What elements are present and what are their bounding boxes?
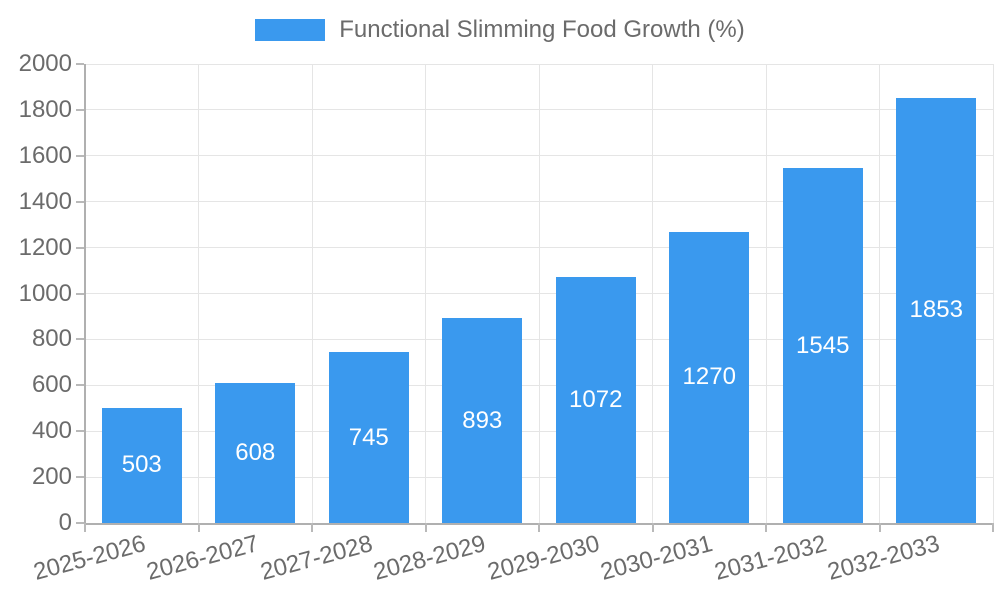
x-tick-mark xyxy=(424,523,427,532)
bar-value-label: 608 xyxy=(235,439,276,467)
y-axis-line xyxy=(84,64,86,523)
y-tick-label: 2000 xyxy=(18,50,72,77)
bar-value-label: 1072 xyxy=(569,385,623,413)
y-tick-label: 1800 xyxy=(18,95,72,123)
x-tick-label: 2030-2031 xyxy=(598,530,716,586)
x-tick-label: 2026-2027 xyxy=(144,530,262,586)
x-tick-mark xyxy=(878,523,881,532)
x-gridline xyxy=(311,64,313,523)
bar[interactable] xyxy=(555,276,636,523)
y-tick-label: 400 xyxy=(31,417,72,445)
x-gridline xyxy=(765,64,767,523)
bar-value-label: 893 xyxy=(462,406,503,434)
y-tick-label: 800 xyxy=(31,325,72,353)
y-tick-mark xyxy=(76,476,84,479)
x-gridline xyxy=(879,64,880,523)
x-tick-mark xyxy=(992,523,994,532)
y-tick-label: 200 xyxy=(31,463,72,491)
x-tick-mark xyxy=(197,523,200,532)
bar[interactable] xyxy=(442,318,523,523)
y-tick-mark xyxy=(76,246,84,249)
x-gridline xyxy=(198,64,199,523)
x-gridline xyxy=(992,64,994,523)
bar[interactable] xyxy=(782,168,863,523)
y-tick-mark xyxy=(76,292,84,295)
legend-label: Functional Slimming Food Growth (%) xyxy=(339,16,745,43)
bar-value-label: 1853 xyxy=(909,296,963,324)
y-tick-mark xyxy=(76,338,84,341)
y-tick-label: 1200 xyxy=(18,233,72,261)
x-tick-label: 2032-2033 xyxy=(825,530,943,586)
x-tick-mark xyxy=(651,523,654,532)
x-tick-mark xyxy=(311,523,313,532)
bar[interactable] xyxy=(669,231,750,523)
bar-value-label: 745 xyxy=(348,423,389,451)
x-tick-mark xyxy=(538,523,540,532)
y-tick-mark xyxy=(76,63,84,65)
x-tick-label: 2029-2030 xyxy=(484,530,603,586)
y-tick-mark xyxy=(76,430,84,433)
x-tick-label: 2028-2029 xyxy=(371,530,489,586)
legend-item[interactable]: Functional Slimming Food Growth (%) xyxy=(0,16,1000,44)
bar[interactable] xyxy=(215,383,296,523)
legend-swatch xyxy=(255,19,326,41)
y-tick-mark xyxy=(76,384,84,387)
x-tick-label: 2027-2028 xyxy=(257,530,376,586)
bar[interactable] xyxy=(896,97,977,523)
x-tick-label: 2025-2026 xyxy=(30,530,149,586)
bar-value-label: 503 xyxy=(121,451,162,479)
y-tick-mark xyxy=(76,522,84,524)
y-tick-mark xyxy=(76,200,84,203)
bar-value-label: 1545 xyxy=(796,331,850,359)
y-tick-label: 1400 xyxy=(18,187,72,215)
y-tick-label: 1600 xyxy=(18,141,72,169)
x-tick-mark xyxy=(84,523,86,532)
x-gridline xyxy=(652,64,653,523)
x-gridline xyxy=(538,64,540,523)
bar[interactable] xyxy=(328,352,409,523)
bar[interactable] xyxy=(101,407,182,523)
y-tick-mark xyxy=(76,108,84,111)
y-tick-label: 1000 xyxy=(18,279,72,307)
bar-value-label: 1270 xyxy=(682,363,736,391)
y-tick-mark xyxy=(76,154,84,157)
y-tick-label: 600 xyxy=(31,371,72,399)
x-gridline xyxy=(425,64,426,523)
x-tick-label: 2031-2032 xyxy=(711,530,830,586)
y-tick-label: 0 xyxy=(58,509,72,536)
x-tick-mark xyxy=(765,523,767,532)
